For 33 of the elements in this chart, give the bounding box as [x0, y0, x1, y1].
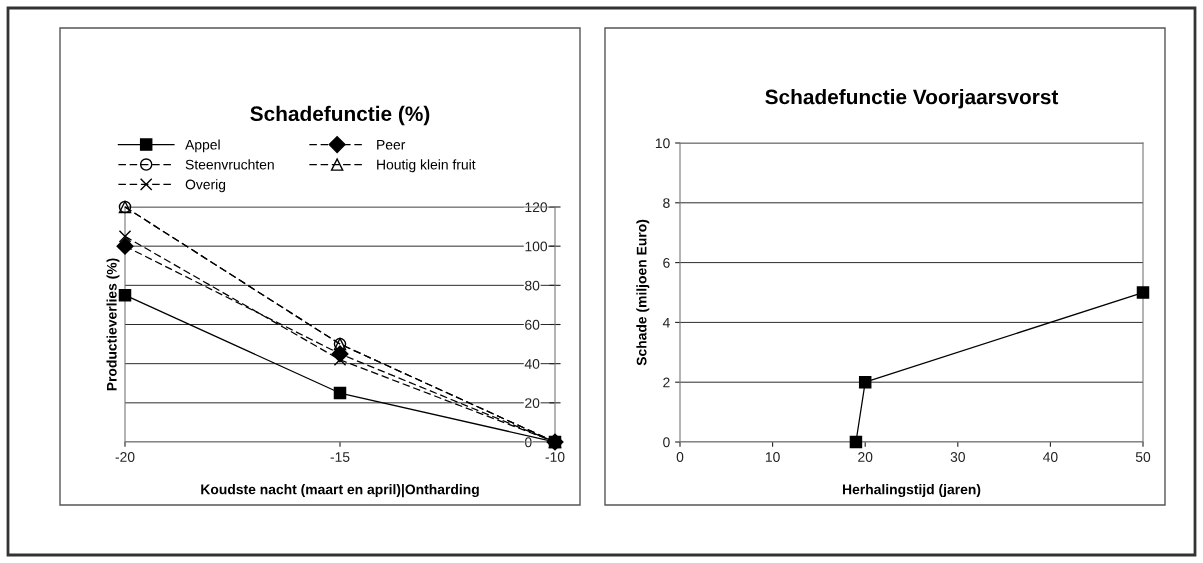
- y-tick-label: 4: [662, 317, 670, 328]
- x-tick-label: 20: [858, 452, 873, 462]
- y-tick-label: 60: [525, 319, 540, 330]
- chart-title: Schadefunctie (%): [250, 105, 430, 126]
- x-tick-label: 50: [1135, 452, 1151, 462]
- x-tick-label: -20: [115, 452, 135, 462]
- y-tick-label: 120: [525, 202, 548, 213]
- y-tick-label: 0: [663, 437, 670, 448]
- x-axis-title: Koudste nacht (maart en april)|Ontharding: [201, 484, 479, 498]
- y-tick-label: 2: [663, 377, 670, 388]
- legend-label: Overig: [185, 179, 226, 193]
- x-tick-label: 40: [1043, 452, 1058, 462]
- y-tick-label: 20: [525, 398, 540, 408]
- y-tick-label: 10: [655, 138, 670, 149]
- x-tick-label: 30: [950, 452, 965, 462]
- y-axis-title: Schade (miljoen Euro): [636, 219, 650, 366]
- x-tick-label: -15: [330, 452, 350, 462]
- y-tick-label: 8: [663, 198, 670, 208]
- y-axis-title: Productieverlies (%): [106, 258, 120, 391]
- y-tick-label: 80: [525, 280, 540, 291]
- legend-label: Appel: [185, 139, 220, 153]
- x-tick-label: 10: [765, 452, 780, 462]
- chart-title: Schadefunctie Voorjaarsvorst: [765, 89, 1059, 109]
- y-tick-label: 40: [524, 359, 540, 369]
- y-tick-label: 6: [663, 257, 670, 268]
- legend-label: Peer: [377, 139, 406, 150]
- x-axis-title: Herhalingstijd (jaren): [842, 484, 981, 498]
- y-tick-label: 0: [524, 437, 532, 448]
- x-tick-label: -10: [545, 452, 565, 462]
- y-tick-label: 100: [525, 241, 548, 252]
- legend-label: Houtig klein fruit: [377, 159, 476, 173]
- x-tick-label: 0: [676, 452, 684, 462]
- legend-label: Steenvruchten: [185, 159, 274, 170]
